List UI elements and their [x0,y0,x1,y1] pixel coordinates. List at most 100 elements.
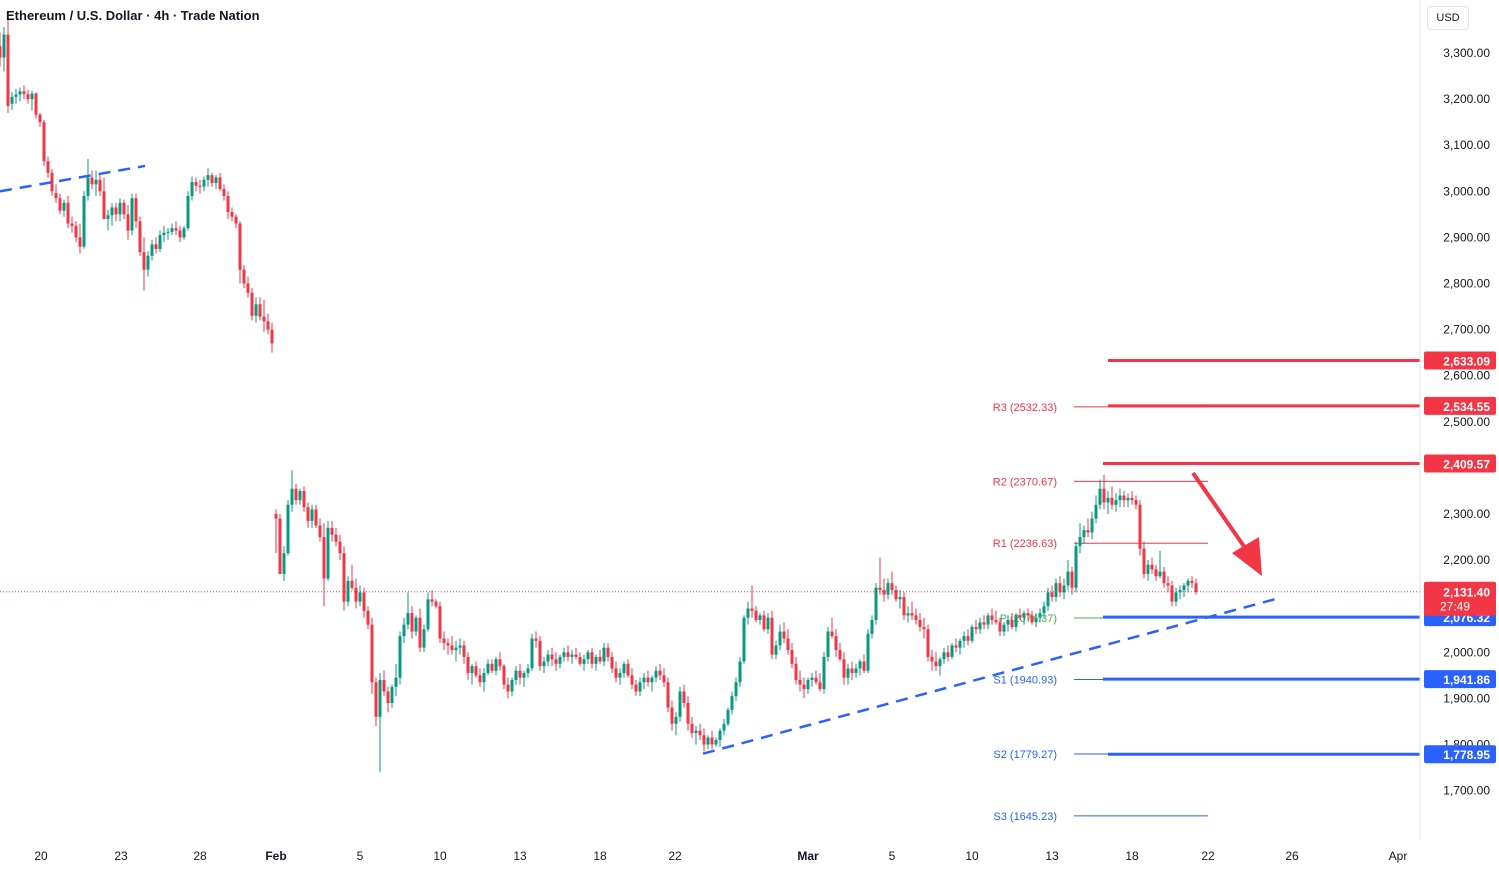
candle-body [1138,504,1142,549]
candle-body [866,633,870,671]
candle [150,239,154,261]
y-tick-label: 1,700.00 [1443,784,1490,798]
candle [878,557,882,595]
candle [906,606,910,623]
candle-body [354,587,358,602]
candle [882,578,886,602]
candle-body [982,622,986,625]
candle [990,608,994,625]
candle-body [770,617,774,655]
candle [358,585,362,607]
candle [294,484,298,505]
candle-body [406,613,410,625]
candle-body [466,656,470,674]
y-tick-label: 2,900.00 [1443,230,1490,244]
candle-body [142,252,146,270]
candle-body [566,652,570,657]
candle-body [602,647,606,662]
candle-body [942,652,946,660]
candle [918,613,922,632]
candle-body [590,652,594,664]
candle [1058,576,1062,597]
horizontal-levels [1103,358,1420,756]
candle [214,175,218,189]
candle-body [746,608,750,618]
candle-body [274,514,278,519]
candle [218,172,222,192]
candle [1146,560,1150,581]
candle-body [650,677,654,683]
candle-body [82,195,86,247]
candle-body [50,172,54,192]
price-badge-bg [1424,396,1496,415]
candle [1030,610,1034,625]
currency-button[interactable]: USD [1427,6,1469,30]
candle [50,169,54,196]
candle [18,87,22,102]
candle [374,677,378,727]
candle-body [38,114,42,123]
candle-body [1042,606,1046,614]
candle [222,184,226,201]
candle-body [750,608,754,611]
candle-body [98,179,102,192]
candle [398,631,402,685]
candle [1126,493,1130,508]
x-tick-label: 22 [668,849,682,863]
candle-body [810,677,814,680]
candle [818,673,822,692]
candle-body [834,636,838,650]
candle-body [422,629,426,648]
candle [38,112,42,127]
candle [366,606,370,630]
y-tick-label: 2,800.00 [1443,277,1490,291]
candle [1106,490,1110,514]
candle [2,27,6,72]
candle-body [918,620,922,627]
candle [22,85,26,100]
price-badge-bg [1424,351,1496,370]
candle-body [394,677,398,687]
x-tick-label: Feb [265,849,286,863]
candle [162,225,166,243]
candle [1090,511,1094,540]
candle-body [802,684,806,690]
candle-body [1074,546,1078,588]
candle [894,585,898,602]
candle-body [850,668,854,674]
candle-body [1070,571,1074,588]
x-tick-label: 10 [965,849,979,863]
candle-body [970,626,974,641]
candle-body [674,716,678,724]
candle-body [386,691,390,704]
candle-body [966,636,970,641]
candle [90,170,94,189]
candle [122,199,126,219]
candle [326,520,330,581]
candle [262,299,266,332]
candle [1062,578,1066,600]
candle-body [706,737,710,745]
price-badge: 2,409.57 [1424,454,1496,473]
candle [1170,580,1174,607]
candle-body [378,679,382,717]
candle [346,576,350,607]
candle [834,629,838,657]
candle-body [42,122,46,162]
candle [1150,557,1154,574]
candle [594,654,598,671]
candle [62,199,66,217]
x-tick-label: 13 [513,849,527,863]
candle [66,195,70,229]
candle [1094,495,1098,524]
candle-body [198,185,202,187]
candle-body [634,684,638,692]
candle-body [510,679,514,692]
candle-body [838,649,842,660]
candle [986,613,990,630]
candle-body [1106,497,1110,503]
candle [1054,578,1058,602]
candle-body [862,661,866,671]
x-tick-label: 5 [889,849,896,863]
